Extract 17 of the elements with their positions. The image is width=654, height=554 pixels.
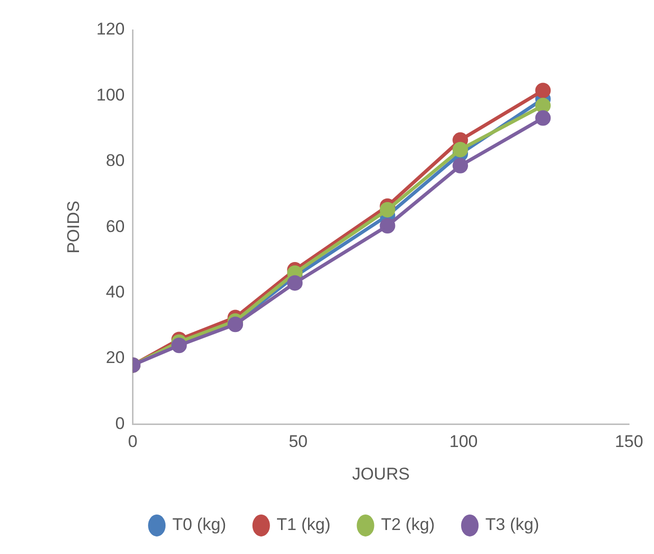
y-axis-title: POIDS (64, 200, 83, 254)
y-tick-label: 60 (106, 216, 125, 236)
x-tick-label: 150 (614, 432, 644, 452)
x-tick-label: 50 (288, 432, 308, 452)
legend-label: T0 (kg) (172, 515, 226, 534)
x-tick-label: 100 (449, 432, 478, 452)
y-tick-label: 100 (96, 85, 125, 104)
legend-label: T2 (kg) (381, 515, 435, 534)
legend-label: T1 (kg) (276, 515, 331, 534)
legend-label: T3 (kg) (485, 515, 540, 534)
x-axis-title: JOURS (352, 464, 410, 484)
y-tick-label: 120 (96, 20, 125, 39)
y-tick-label: 0 (115, 414, 125, 433)
x-tick-label: 0 (128, 432, 138, 452)
y-tick-label: 20 (106, 348, 125, 368)
y-tick-label: 80 (106, 151, 125, 170)
y-tick-label: 40 (106, 282, 125, 302)
